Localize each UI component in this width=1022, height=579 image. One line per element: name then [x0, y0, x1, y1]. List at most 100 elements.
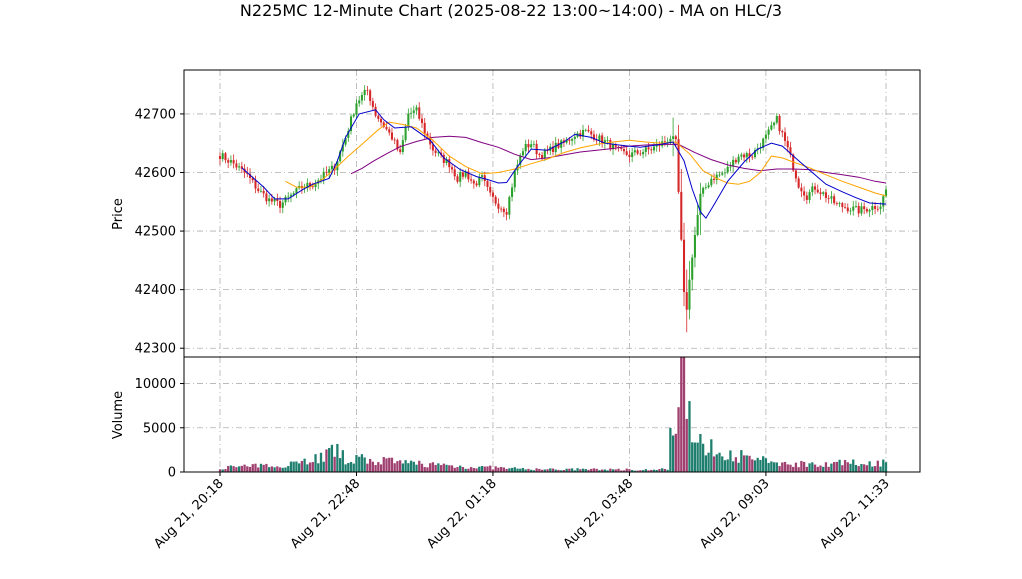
x-tick-label: Aug 21, 20:18 — [151, 476, 227, 552]
volume-bar — [505, 468, 508, 472]
candle-body — [674, 136, 677, 140]
volume-bar — [570, 468, 574, 472]
volume-bar — [508, 468, 511, 472]
candle-body — [816, 189, 819, 193]
candle-body — [740, 154, 743, 157]
volume-tick-label: 0 — [168, 466, 176, 481]
volume-bar — [865, 465, 869, 472]
candle-body — [412, 110, 415, 113]
volume-bar — [300, 460, 304, 472]
volume-bar — [483, 466, 486, 472]
volume-bar — [459, 465, 462, 472]
price-panel-frame — [183, 69, 921, 358]
volume-bar — [786, 464, 789, 472]
volume-bar — [579, 469, 582, 472]
candle-body — [860, 206, 863, 214]
volume-bar — [306, 464, 309, 472]
volume-bar — [884, 462, 888, 472]
candle-body — [811, 186, 814, 193]
volume-bar — [221, 469, 224, 472]
price-grid — [184, 70, 920, 357]
volume-bar — [576, 468, 579, 472]
candle-body — [685, 292, 688, 310]
volume-bar — [620, 470, 623, 472]
candle-body — [380, 118, 383, 123]
candle-body — [751, 156, 754, 158]
volume-bar — [265, 463, 268, 472]
candle-body — [672, 136, 675, 139]
volume-bar — [333, 456, 336, 472]
volume-bar — [319, 452, 323, 472]
volume-bar — [224, 469, 227, 472]
candle-body — [633, 150, 636, 153]
candle-body — [612, 144, 615, 150]
volume-y-axis: 0 5000 10000 — [135, 377, 184, 481]
candle-body — [876, 208, 879, 210]
volume-bar — [595, 468, 598, 472]
candle-body — [404, 126, 407, 141]
volume-bar — [745, 455, 748, 472]
volume-bar — [390, 457, 394, 472]
volume-bar — [246, 466, 249, 472]
candle-body — [486, 181, 489, 187]
volume-bar — [347, 463, 350, 472]
volume-bar — [407, 463, 410, 472]
candle-body — [819, 192, 822, 194]
candle-body — [450, 167, 454, 170]
volume-bar — [396, 461, 399, 472]
volume-bar — [442, 463, 445, 472]
volume-bar — [715, 454, 718, 472]
volume-bar — [276, 466, 279, 472]
volume-bar — [352, 463, 355, 472]
volume-bar — [682, 357, 686, 472]
volume-bar — [412, 461, 415, 472]
candle-body — [328, 169, 331, 173]
candle-body — [631, 152, 634, 157]
volume-bar — [641, 470, 645, 472]
volume-bar — [338, 458, 342, 472]
volume-bar — [437, 463, 440, 472]
volume-bar — [598, 470, 601, 472]
volume-bar — [587, 469, 590, 472]
volume-bar — [696, 442, 699, 472]
candle-body — [688, 279, 691, 310]
candle-body — [270, 198, 273, 202]
candle-body — [767, 129, 770, 135]
volume-bar — [666, 469, 669, 472]
volume-bar — [631, 470, 634, 472]
candle-body — [601, 135, 604, 144]
volume-bar — [530, 469, 533, 472]
volume-bar — [781, 462, 784, 472]
candle-body — [783, 132, 787, 141]
candle-body — [884, 189, 888, 197]
volume-bar — [871, 466, 874, 472]
candle-body — [677, 139, 680, 192]
candle-body — [259, 190, 262, 192]
candle-body — [221, 153, 224, 160]
volume-bar — [767, 462, 770, 472]
volume-bar — [303, 458, 306, 472]
volume-bar — [311, 462, 314, 472]
volume-bar — [691, 442, 694, 472]
volume-bar — [770, 461, 773, 472]
candle-body — [852, 206, 855, 211]
volume-bar — [445, 464, 448, 472]
volume-bar — [674, 433, 677, 472]
candle-body — [726, 166, 729, 173]
volume-bar — [568, 468, 571, 472]
volume-bar — [448, 465, 451, 472]
volume-bar — [314, 454, 317, 472]
volume-tick-label: 5000 — [143, 421, 176, 436]
candle-body — [360, 95, 363, 101]
volume-bar — [295, 461, 298, 472]
volume-bar — [707, 452, 710, 472]
volume-bar — [625, 468, 628, 472]
volume-bar — [762, 456, 765, 472]
candle-body — [494, 196, 497, 204]
volume-bar — [813, 464, 817, 472]
candle-body — [459, 172, 462, 182]
volume-bar — [393, 463, 396, 472]
candle-body — [882, 196, 885, 207]
volume-bar — [388, 457, 391, 472]
candle-body — [543, 149, 546, 159]
